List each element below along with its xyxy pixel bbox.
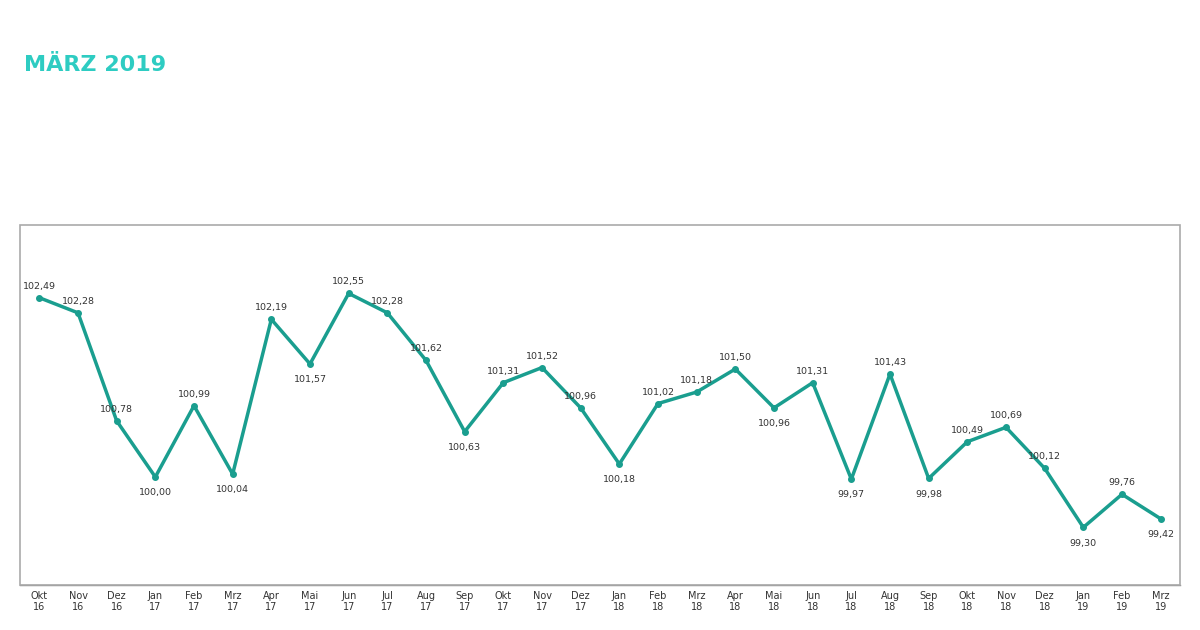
Text: 100,63: 100,63 bbox=[448, 443, 481, 452]
Text: 100,69: 100,69 bbox=[990, 411, 1022, 420]
Text: 101,43: 101,43 bbox=[874, 358, 906, 367]
Text: 101,62: 101,62 bbox=[409, 345, 443, 353]
Text: 99,42: 99,42 bbox=[1147, 530, 1174, 539]
Text: 100,96: 100,96 bbox=[757, 419, 791, 428]
Text: 100,96: 100,96 bbox=[564, 392, 598, 401]
Text: 102,28: 102,28 bbox=[61, 297, 95, 306]
Text: 101,52: 101,52 bbox=[526, 352, 558, 360]
Text: 100,18: 100,18 bbox=[602, 475, 636, 484]
Text: 100,49: 100,49 bbox=[950, 426, 984, 435]
Text: MÄRZ 2019: MÄRZ 2019 bbox=[24, 55, 166, 75]
Text: 99,30: 99,30 bbox=[1069, 539, 1097, 547]
Text: 99,97: 99,97 bbox=[838, 490, 865, 499]
Text: 100,78: 100,78 bbox=[100, 405, 133, 414]
Text: 101,31: 101,31 bbox=[796, 367, 829, 375]
Text: 102,19: 102,19 bbox=[254, 304, 288, 312]
Text: 100,99: 100,99 bbox=[178, 390, 210, 399]
Text: 99,76: 99,76 bbox=[1109, 478, 1135, 488]
Text: 101,50: 101,50 bbox=[719, 353, 752, 362]
Text: 100,12: 100,12 bbox=[1028, 452, 1061, 461]
Text: 102,55: 102,55 bbox=[332, 277, 365, 287]
Text: 102,49: 102,49 bbox=[23, 282, 56, 291]
Text: 101,02: 101,02 bbox=[642, 387, 674, 397]
Text: 99,98: 99,98 bbox=[916, 490, 942, 498]
Text: Verbraucherstimmung stagniert: Verbraucherstimmung stagniert bbox=[26, 148, 529, 176]
Text: 101,31: 101,31 bbox=[487, 367, 520, 375]
Text: 101,18: 101,18 bbox=[680, 376, 713, 385]
Text: 102,28: 102,28 bbox=[371, 297, 404, 306]
Text: 101,57: 101,57 bbox=[294, 375, 326, 384]
Text: 100,04: 100,04 bbox=[216, 485, 250, 494]
Text: 100,00: 100,00 bbox=[139, 488, 172, 497]
